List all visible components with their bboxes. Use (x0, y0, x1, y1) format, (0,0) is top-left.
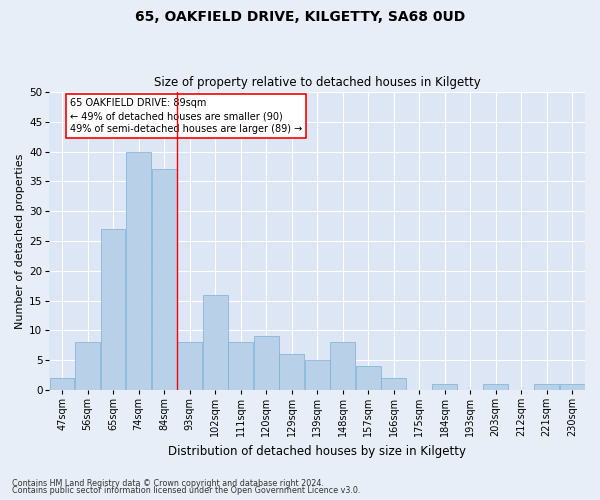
Bar (356, 366, 380, 390)
Text: Contains public sector information licensed under the Open Government Licence v3: Contains public sector information licen… (12, 486, 361, 495)
Bar (75, 342, 100, 390)
Bar (203, 294, 227, 390)
Bar (305, 360, 329, 390)
Text: Contains HM Land Registry data © Crown copyright and database right 2024.: Contains HM Land Registry data © Crown c… (12, 478, 324, 488)
Bar (382, 378, 406, 390)
Bar (280, 354, 304, 390)
Bar (433, 384, 457, 390)
Bar (50, 378, 74, 390)
Y-axis label: Number of detached properties: Number of detached properties (15, 154, 25, 328)
Text: 65 OAKFIELD DRIVE: 89sqm
← 49% of detached houses are smaller (90)
49% of semi-d: 65 OAKFIELD DRIVE: 89sqm ← 49% of detach… (70, 98, 302, 134)
Bar (535, 384, 559, 390)
Bar (331, 342, 355, 390)
Title: Size of property relative to detached houses in Kilgetty: Size of property relative to detached ho… (154, 76, 481, 90)
Bar (228, 342, 253, 390)
Bar (560, 384, 584, 390)
Bar (484, 384, 508, 390)
Text: 65, OAKFIELD DRIVE, KILGETTY, SA68 0UD: 65, OAKFIELD DRIVE, KILGETTY, SA68 0UD (135, 10, 465, 24)
X-axis label: Distribution of detached houses by size in Kilgetty: Distribution of detached houses by size … (168, 444, 466, 458)
Bar (152, 170, 176, 390)
Bar (177, 342, 202, 390)
Bar (101, 229, 125, 390)
Bar (254, 336, 278, 390)
Bar (126, 152, 151, 390)
